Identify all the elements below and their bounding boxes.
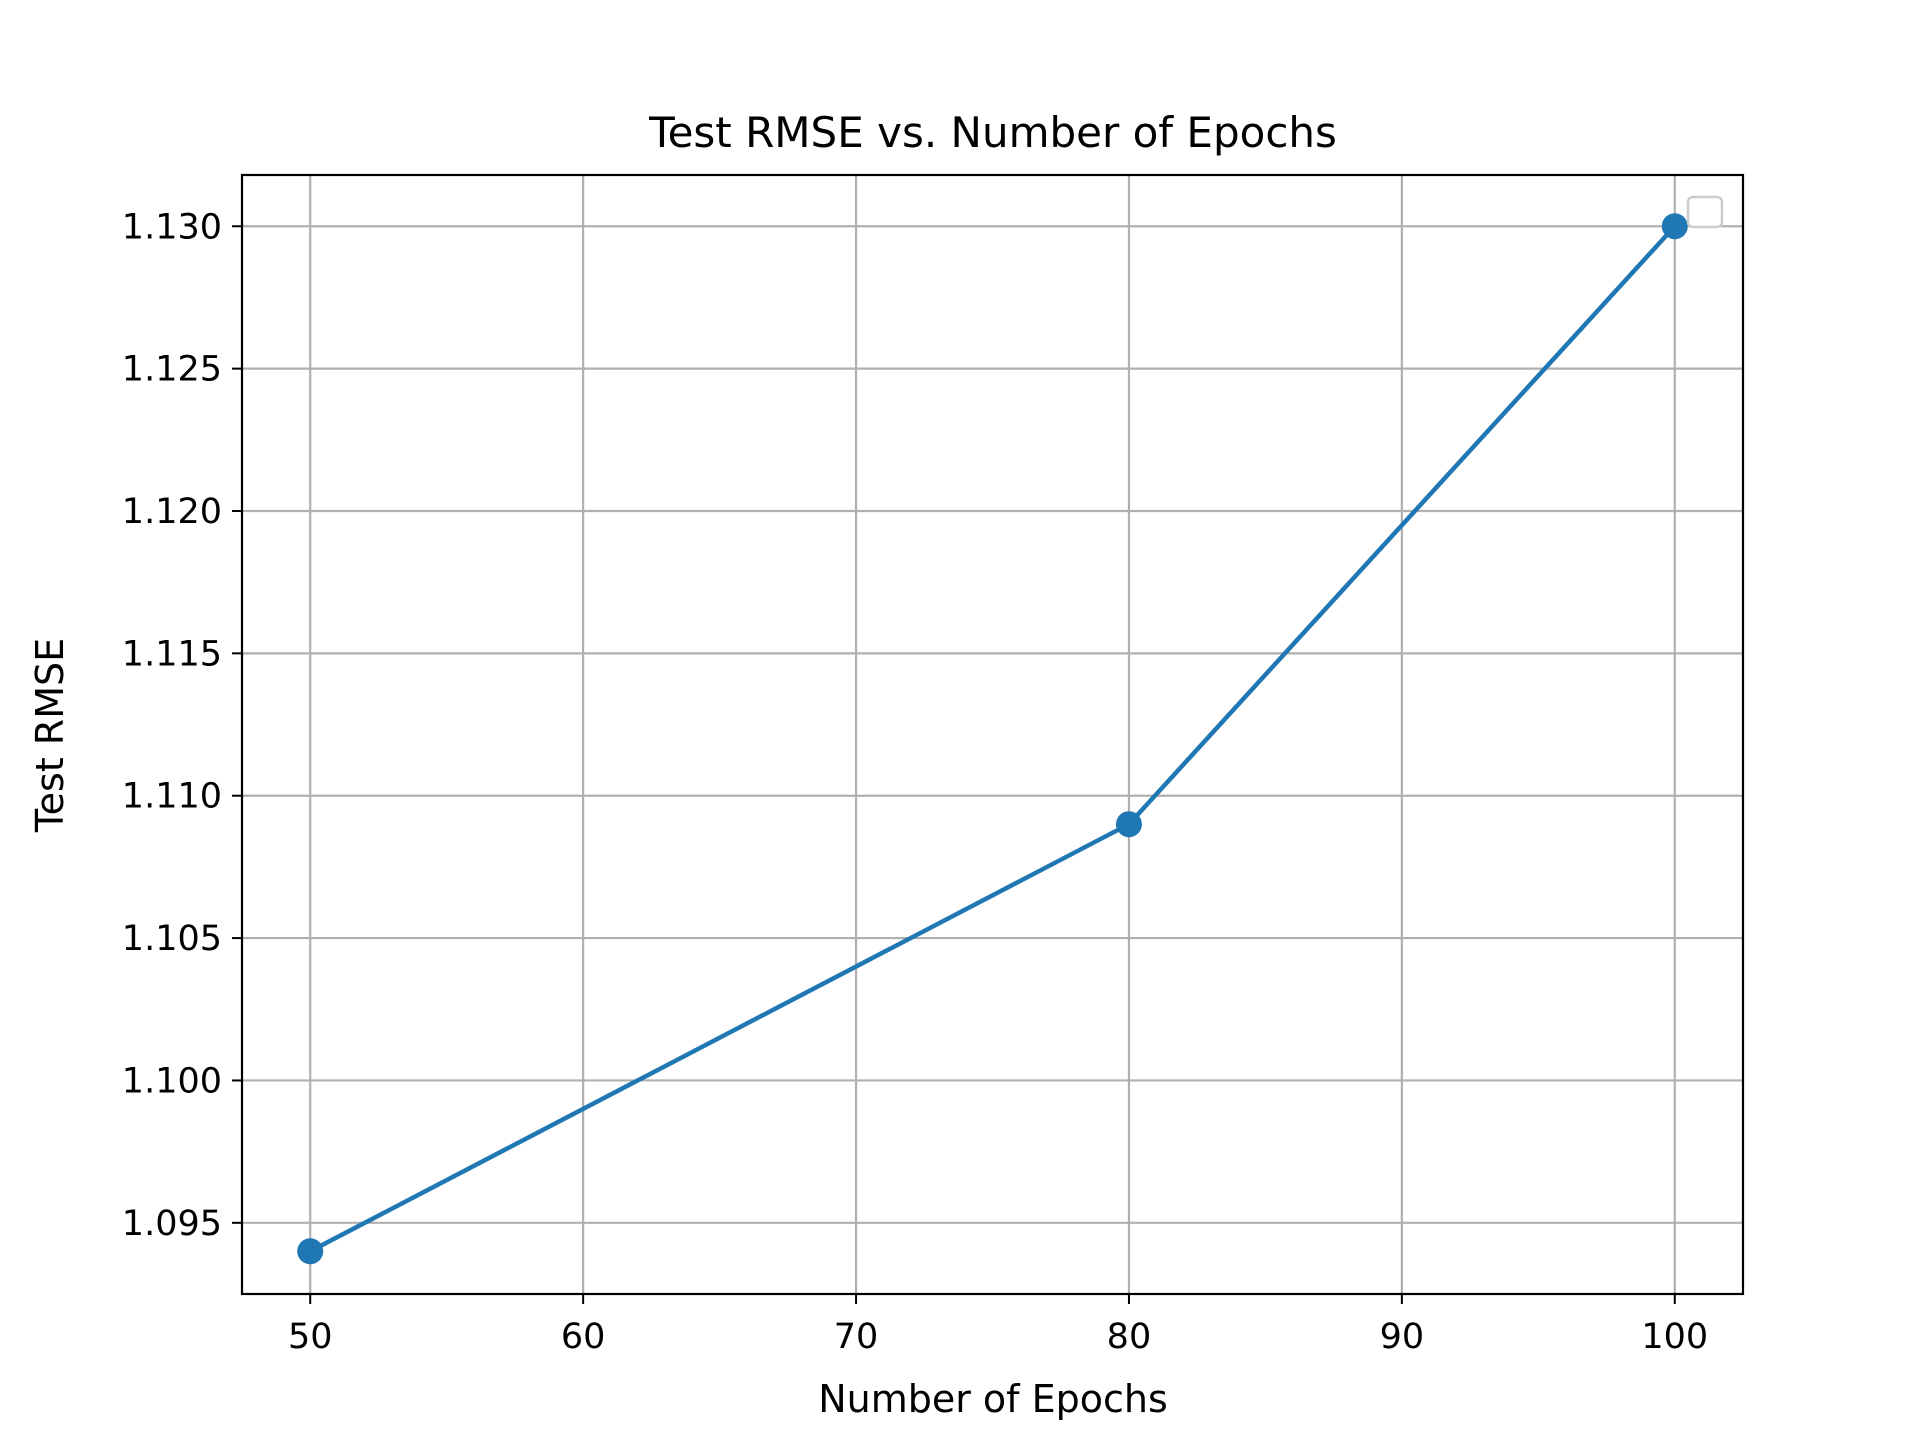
x-tick-label: 60 xyxy=(561,1317,606,1357)
y-tick-label: 1.110 xyxy=(122,777,222,817)
x-tick-label: 50 xyxy=(288,1317,333,1357)
x-tick-label: 90 xyxy=(1380,1317,1425,1357)
x-axis-ticks: 50 60 70 80 90 100 xyxy=(288,1294,1708,1357)
y-axis-ticks: 1.095 1.100 1.105 1.110 1.115 1.120 1.125 1.130 xyxy=(122,207,242,1244)
y-axis-label: Test RMSE xyxy=(28,638,72,833)
data-point xyxy=(297,1238,324,1265)
grid xyxy=(242,175,1743,1294)
x-tick-label: 80 xyxy=(1107,1317,1152,1357)
y-tick-label: 1.105 xyxy=(122,919,222,959)
y-tick-label: 1.125 xyxy=(122,350,222,390)
legend-box xyxy=(1686,195,1724,229)
x-axis-label: Number of Epochs xyxy=(818,1377,1168,1421)
series-layer xyxy=(297,213,1688,1265)
y-tick-label: 1.095 xyxy=(122,1204,222,1244)
data-point xyxy=(1115,811,1142,838)
x-tick-label: 100 xyxy=(1641,1317,1708,1357)
chart-title: Test RMSE vs. Number of Epochs xyxy=(648,108,1337,157)
data-point xyxy=(1661,213,1688,240)
y-tick-label: 1.130 xyxy=(122,207,222,247)
plot-frame xyxy=(240,173,1745,1296)
y-tick-label: 1.115 xyxy=(122,634,222,674)
x-tick-label: 70 xyxy=(834,1317,879,1357)
y-tick-label: 1.100 xyxy=(122,1061,222,1101)
y-tick-label: 1.120 xyxy=(122,492,222,532)
